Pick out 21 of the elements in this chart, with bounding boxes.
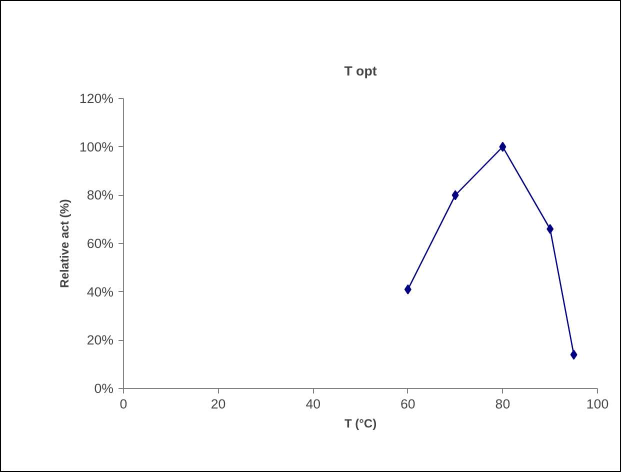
chart-title: T opt xyxy=(344,64,378,78)
y-tick-label: 60% xyxy=(86,236,114,251)
y-tick-label: 40% xyxy=(86,284,114,300)
x-tick-label: 40 xyxy=(306,396,321,412)
y-tick-label: 0% xyxy=(94,381,114,396)
point xyxy=(499,142,506,152)
y-tick-label: 100% xyxy=(79,139,114,154)
x-tick-label: 80 xyxy=(495,396,510,412)
point xyxy=(452,190,459,200)
y-axis-title: Relative act (%) xyxy=(57,199,72,288)
x-tick-label: 20 xyxy=(210,396,226,412)
y-tick-label: 80% xyxy=(86,188,114,203)
y-tick-label: 20% xyxy=(86,332,114,348)
point xyxy=(570,350,578,360)
x-tick-label: 0 xyxy=(120,396,128,412)
point xyxy=(546,224,554,234)
x-axis-title: T (°C) xyxy=(344,416,377,430)
y-tick-label: 120% xyxy=(79,91,114,106)
x-tick-label: 100 xyxy=(586,396,609,412)
x-tick-label: 60 xyxy=(400,396,416,412)
point xyxy=(404,284,412,294)
